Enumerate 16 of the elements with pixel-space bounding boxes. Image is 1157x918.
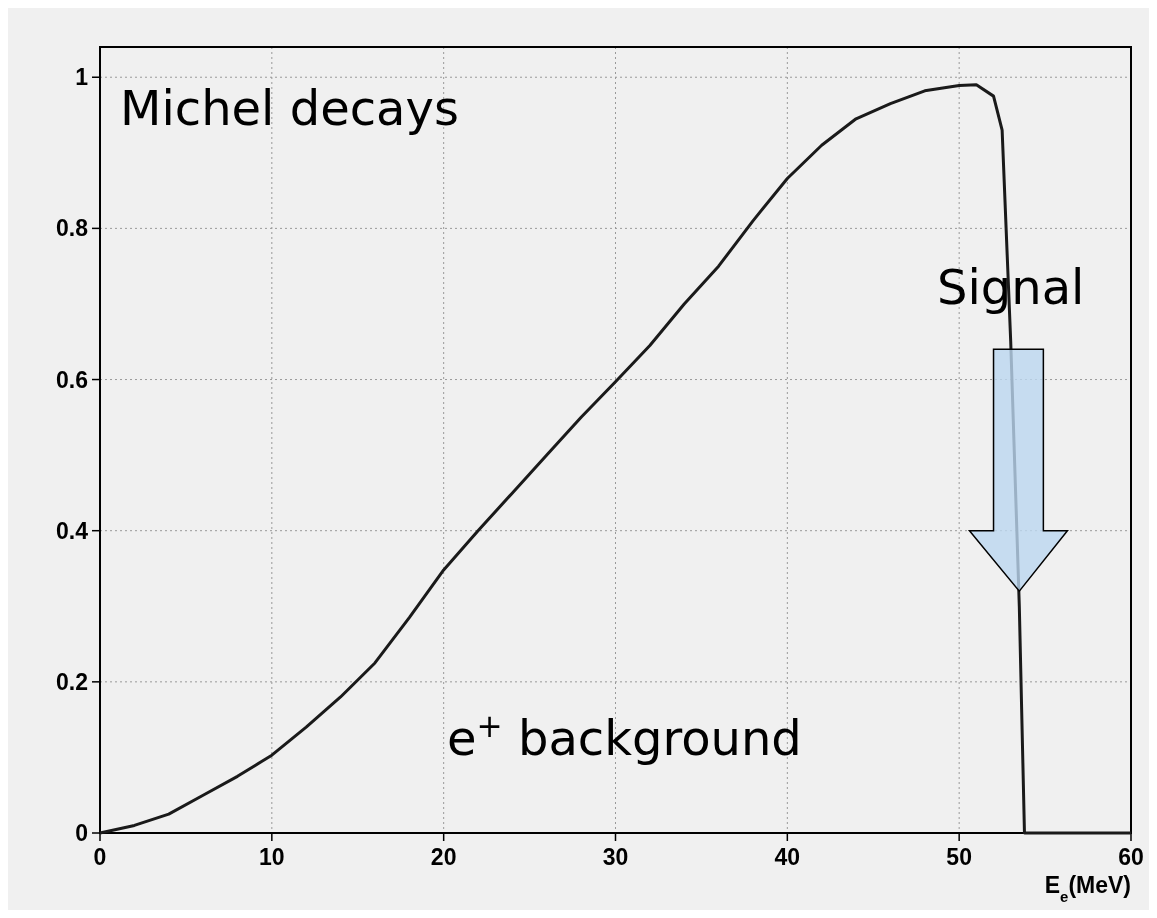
x-tick-label: 10 [259, 844, 285, 870]
annotation: Michel decays [120, 80, 459, 136]
y-tick-label: 0 [75, 820, 88, 846]
annotation: e$^{+}$ background [447, 708, 802, 766]
y-tick-label: 1 [75, 64, 89, 91]
y-tick-label: 0.4 [56, 517, 89, 544]
y-tick-label: 0.6 [56, 366, 88, 393]
y-tick-label: 0.2 [56, 668, 88, 695]
x-tick-label: 60 [1118, 844, 1144, 870]
x-tick-label: 30 [602, 844, 629, 870]
x-tick-label: 40 [774, 844, 801, 870]
x-tick-label: 20 [430, 844, 457, 870]
x-axis-title: E$_{e}$(MeV) [1044, 872, 1131, 905]
y-tick-label: 0.8 [56, 215, 89, 242]
x-tick-label: 50 [946, 844, 972, 870]
x-tick-label: 0 [93, 844, 107, 870]
